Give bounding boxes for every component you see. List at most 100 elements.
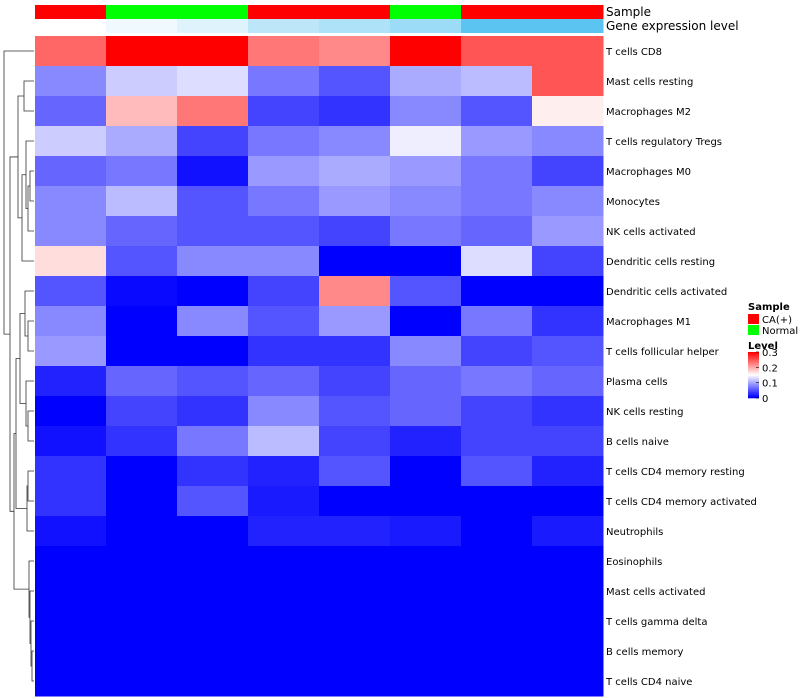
heatmap-cell [106,546,178,577]
heatmap-cell [248,426,320,457]
heatmap-cell [35,36,107,67]
heatmap-cell [461,396,533,427]
dendrogram-branch [29,170,34,202]
legend-tick-label: 0 [762,394,768,405]
heatmap-cell [106,246,178,277]
row-label: NK cells resting [606,407,683,418]
heatmap-cell [106,276,178,307]
heatmap-cell [106,96,178,127]
heatmap-cell [35,246,107,277]
row-label: Macrophages M2 [606,107,691,118]
sample-annotation-cell [248,5,320,19]
heatmap-cell [177,126,249,157]
heatmap-cell [461,276,533,307]
heatmap-cell [461,96,533,127]
heatmap-cell [35,306,107,337]
heatmap-cell [390,306,462,337]
row-label: Macrophages M1 [606,317,691,328]
heatmap-cell [177,186,249,217]
dendrogram-branch [23,80,34,112]
heatmap-cell [35,396,107,427]
heatmap-cell [177,546,249,577]
legend-colorbar-step [748,357,759,360]
heatmap-cell [319,306,391,337]
heatmap-cell [106,36,178,67]
heatmap-cell [248,186,320,217]
heatmap-cell [390,156,462,187]
legend-colorbar-step [748,383,759,385]
heatmap-cell [248,396,320,427]
row-label: B cells naive [606,437,669,448]
sample-annotation-cell [461,5,533,19]
heatmap-cell [390,516,462,547]
legend-colorbar-step [748,361,759,363]
heatmap-cell [248,126,320,157]
heatmap-cell [177,576,249,607]
heatmap-cell [390,666,462,697]
heatmap-cell [532,456,604,487]
heatmap-cell [106,396,178,427]
heatmap-cell [248,156,320,187]
heatmap-cell [461,66,533,97]
row-label: T cells follicular helper [605,347,720,358]
heatmap-cell [248,516,320,547]
heatmap-cell [248,276,320,307]
heatmap-cell [106,516,178,547]
legend-colorbar-step [748,353,759,355]
heatmap-cell [319,456,391,487]
dendrogram-branch [17,95,24,219]
heatmap-cell [177,366,249,397]
dendrogram-branch [27,410,34,442]
row-label: Dendritic cells activated [606,287,727,298]
legend-colorbar-step [748,388,759,391]
row-label: Eosinophils [606,557,662,568]
heatmap-cell [177,66,249,97]
legend-colorbar-step [748,379,759,382]
heatmap-cell [461,456,533,487]
legend-colorbar-step [748,371,759,373]
heatmap-cell [461,546,533,577]
heatmap-cell [248,636,320,667]
legend-colorbar-step [748,380,759,383]
legend-level-title: Level [748,341,778,352]
heatmap-cell [319,576,391,607]
legend-sample-title: Sample [748,302,790,313]
heatmap-cell [319,96,391,127]
legend-colorbar-step [748,352,759,354]
sample-annotation-cell [177,5,249,19]
legend-sample-label: CA(+) [762,315,792,326]
heatmap-cell [248,246,320,277]
heatmap-cell [532,426,604,457]
legend-colorbar-step [748,377,759,379]
heatmap-cell [319,666,391,697]
legend-colorbar-step [748,360,759,362]
heatmap-cell [319,186,391,217]
sample-annotation-cell [106,5,178,19]
row-label: T cells regulatory Tregs [605,137,722,148]
heatmap-cell [35,546,107,577]
heatmap-cell [35,366,107,397]
dendrogram-branch [31,650,34,682]
heatmap-cell [461,636,533,667]
heatmap-cell [248,306,320,337]
heatmap-cell [177,426,249,457]
heatmap-cell [390,606,462,637]
heatmap-cell [177,396,249,427]
expression-annotation-cell [248,19,320,33]
heatmap-cell [319,516,391,547]
heatmap-cell [248,216,320,247]
heatmap-cell [177,336,249,367]
heatmap-cell [532,606,604,637]
annotation-label: Sample [606,5,651,19]
heatmap-cell [532,336,604,367]
heatmap-cell [532,516,604,547]
heatmap-cell [177,666,249,697]
heatmap-cell [390,546,462,577]
row-label: Macrophages M0 [606,167,691,178]
heatmap-cell [177,246,249,277]
heatmap-cell [177,606,249,637]
heatmap-cell [319,426,391,457]
heatmap-cell [177,216,249,247]
